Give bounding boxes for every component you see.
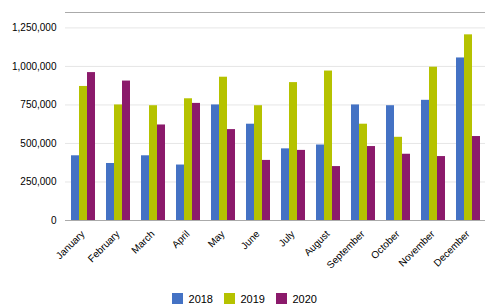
svg-text:September: September [324, 228, 367, 271]
svg-text:250,000: 250,000 [20, 176, 57, 187]
svg-text:January: January [54, 228, 87, 261]
svg-text:500,000: 500,000 [20, 138, 57, 149]
svg-text:750,000: 750,000 [20, 99, 57, 110]
html-text:2018: 2018 [188, 292, 213, 305]
svg-text:1,000,000: 1,000,000 [12, 61, 57, 72]
svg-text:November: November [396, 228, 437, 269]
svg-text:June: June [239, 228, 262, 251]
svg-text:August: August [302, 228, 332, 258]
svg-text:April: April [170, 228, 192, 250]
svg-text:March: March [129, 228, 156, 255]
svg-text:December: December [431, 228, 472, 269]
svg-text:May: May [206, 228, 227, 249]
svg-text:July: July [276, 228, 296, 248]
html-text:2020: 2020 [292, 292, 317, 305]
svg-text:October: October [369, 228, 402, 261]
svg-text:February: February [86, 228, 122, 264]
svg-text:0: 0 [51, 215, 57, 226]
svg-text:1,250,000: 1,250,000 [12, 22, 57, 33]
html-text:2019: 2019 [240, 292, 265, 305]
